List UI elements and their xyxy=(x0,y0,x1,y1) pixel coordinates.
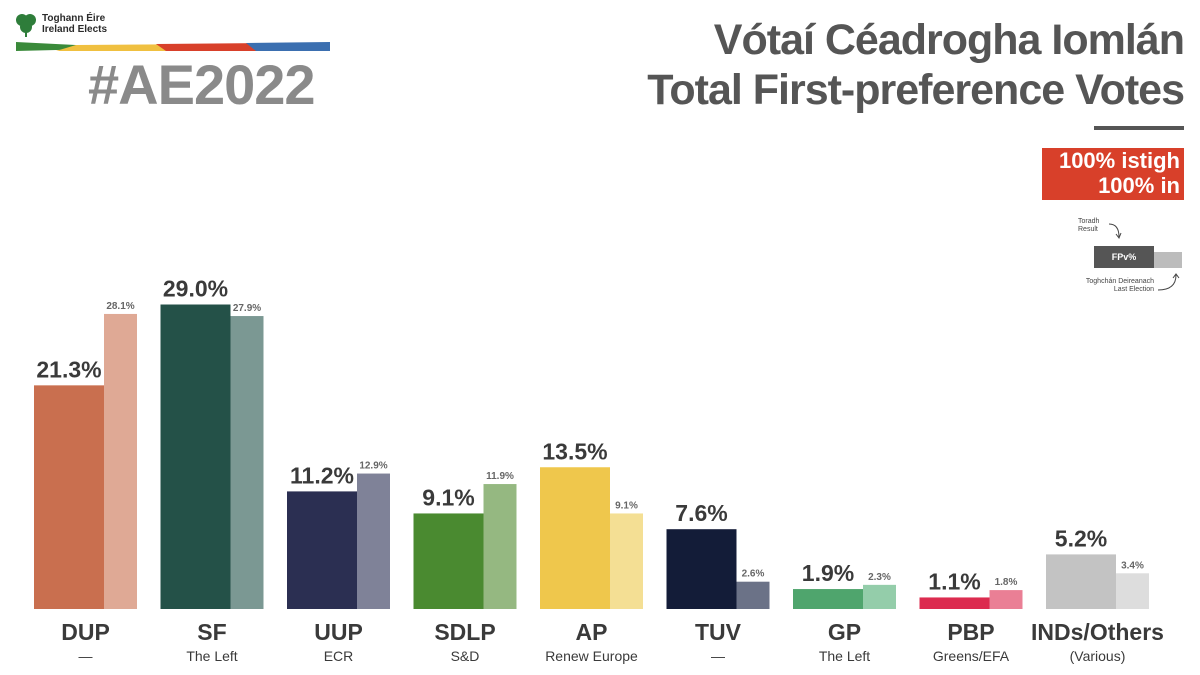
bar-gp-last xyxy=(863,584,896,609)
arrow-down-icon xyxy=(1108,223,1122,240)
title-divider xyxy=(1094,126,1184,130)
counted-english: 100% in xyxy=(1098,173,1180,198)
brand-name-irish: Toghann Éire xyxy=(42,13,106,24)
group-label-pbp: Greens/EFA xyxy=(933,648,1010,664)
bar-sf-last xyxy=(230,316,264,609)
bar-inds-others-2022 xyxy=(1046,554,1116,609)
bar-pbp-last xyxy=(989,590,1023,609)
data-label-pbp-last: 1.8% xyxy=(995,577,1018,588)
group-label-ap: Renew Europe xyxy=(545,648,638,664)
bar-inds-others-last xyxy=(1116,573,1149,609)
key-result-english: Result xyxy=(1078,226,1098,233)
data-label-inds-others-2022: 5.2% xyxy=(1055,525,1107,551)
category-label-dup: DUP xyxy=(61,619,110,645)
shamrock-icon xyxy=(16,14,36,37)
page-title-english: Total First-preference Votes xyxy=(647,66,1185,114)
group-label-inds-others: (Various) xyxy=(1070,648,1126,664)
counted-badge: 100% istigh 100% in xyxy=(1042,148,1184,200)
category-label-sdlp: SDLP xyxy=(434,619,495,645)
bar-dup-last xyxy=(104,313,137,609)
group-label-dup: — xyxy=(79,648,93,664)
bar-gp-2022 xyxy=(793,589,863,609)
data-label-sdlp-last: 11.9% xyxy=(486,471,514,482)
category-label-gp: GP xyxy=(828,619,861,645)
data-label-sf-last: 27.9% xyxy=(233,303,261,314)
counted-irish: 100% istigh xyxy=(1058,148,1180,173)
data-label-uup-last: 12.9% xyxy=(359,461,387,472)
key-last-irish: Toghchán Deireanach xyxy=(1085,278,1154,285)
category-label-sf: SF xyxy=(197,619,226,645)
data-label-uup-2022: 11.2% xyxy=(290,462,354,488)
category-label-tuv: TUV xyxy=(695,619,742,645)
bar-dup-2022 xyxy=(34,385,104,609)
group-label-tuv: — xyxy=(711,648,725,664)
bar-uup-2022 xyxy=(287,491,357,609)
data-label-dup-2022: 21.3% xyxy=(36,356,101,382)
bar-sdlp-2022 xyxy=(413,513,484,609)
bar-ap-last xyxy=(610,513,643,609)
group-label-sf: The Left xyxy=(186,648,237,664)
data-label-dup-last: 28.1% xyxy=(106,301,134,312)
bar-uup-last xyxy=(357,473,390,609)
data-label-gp-2022: 1.9% xyxy=(802,560,854,586)
data-label-pbp-2022: 1.1% xyxy=(928,568,980,594)
group-label-uup: ECR xyxy=(324,648,354,664)
key-result-irish: Toradh xyxy=(1078,218,1100,225)
page-title-irish: Vótaí Céadrogha Iomlán xyxy=(713,16,1185,64)
data-label-tuv-2022: 7.6% xyxy=(675,500,727,526)
category-label-pbp: PBP xyxy=(947,619,994,645)
data-label-tuv-last: 2.6% xyxy=(742,569,765,580)
data-label-sf-2022: 29.0% xyxy=(163,276,228,302)
category-label-inds-others: INDs/Others xyxy=(1031,619,1164,645)
bar-ap-2022 xyxy=(540,467,610,609)
hashtag: #AE2022 xyxy=(88,53,316,116)
brand-name-english: Ireland Elects xyxy=(42,24,108,35)
category-label-uup: UUP xyxy=(314,619,363,645)
data-label-ap-last: 9.1% xyxy=(615,500,638,511)
bar-sf-2022 xyxy=(160,304,231,609)
group-label-sdlp: S&D xyxy=(451,648,480,664)
bar-tuv-last xyxy=(736,581,770,609)
bar-sdlp-last xyxy=(483,484,517,609)
bar-pbp-2022 xyxy=(919,597,990,609)
data-label-sdlp-2022: 9.1% xyxy=(422,484,474,510)
data-label-inds-others-last: 3.4% xyxy=(1121,560,1144,571)
bar-tuv-2022 xyxy=(666,529,737,609)
group-label-gp: The Left xyxy=(819,648,870,664)
key-last-english: Last Election xyxy=(1113,286,1154,293)
key-result-bar: FPv% xyxy=(1094,246,1154,268)
brand-logo-block: Toghann Éire Ireland Elects xyxy=(14,12,332,52)
key-last-bar xyxy=(1154,252,1182,268)
legend-key: Toradh Result FPv% Toghchán Deireanach L… xyxy=(1074,218,1186,310)
category-label-ap: AP xyxy=(576,619,608,645)
data-label-gp-last: 2.3% xyxy=(868,572,891,583)
data-label-ap-2022: 13.5% xyxy=(542,438,607,464)
arrow-up-icon xyxy=(1157,273,1180,291)
key-bar-label: FPv% xyxy=(1111,252,1137,262)
brand-stripe xyxy=(16,42,330,51)
